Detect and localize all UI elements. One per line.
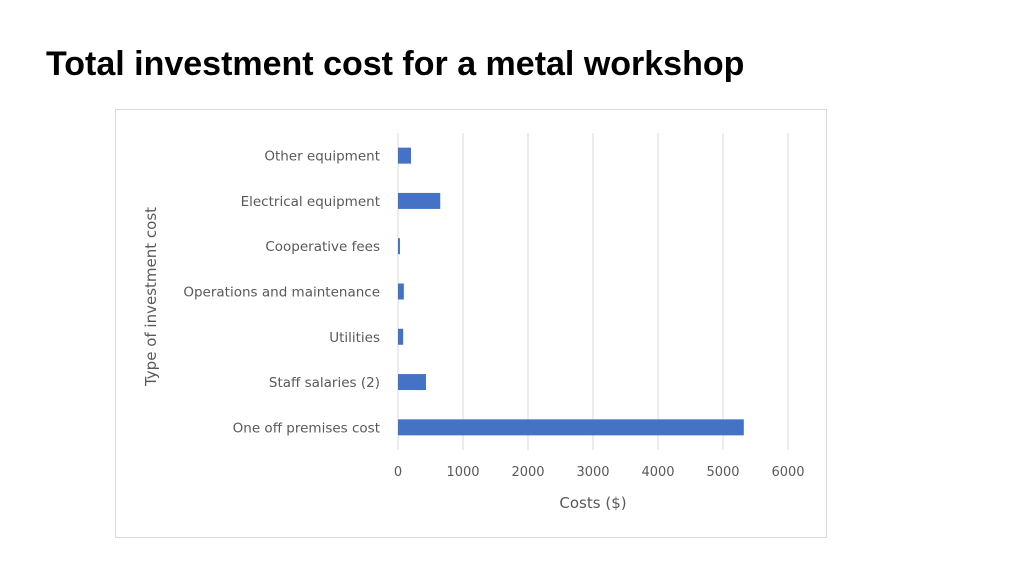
category-label: Other equipment	[264, 149, 380, 165]
category-label: Operations and maintenance	[183, 285, 380, 301]
category-label: Electrical equipment	[241, 194, 380, 210]
gridlines	[397, 133, 789, 450]
x-tick-labels: 0 1000 2000 3000 4000 5000 6000	[394, 465, 805, 480]
bar	[398, 328, 404, 345]
bar-chart: Other equipment Electrical equipment Coope…	[142, 133, 805, 512]
y-axis-title: Type of investment cost	[142, 207, 160, 387]
x-tick-label: 0	[394, 465, 402, 480]
bar	[398, 283, 404, 300]
slide-title: Total investment cost for a metal worksh…	[46, 45, 745, 83]
x-tick-label: 3000	[576, 465, 609, 480]
bar	[398, 238, 400, 255]
bar	[398, 192, 441, 209]
category-label: Staff salaries (2)	[269, 375, 380, 391]
x-tick-label: 5000	[706, 465, 739, 480]
bar	[398, 147, 411, 164]
x-tick-label: 4000	[641, 465, 674, 480]
category-label: One off premises cost	[233, 420, 380, 436]
category-label: Utilities	[329, 330, 380, 346]
bar	[398, 419, 744, 436]
x-tick-label: 1000	[446, 465, 479, 480]
category-labels: Other equipment Electrical equipment Coope…	[183, 149, 380, 437]
bars	[398, 147, 744, 436]
x-tick-label: 2000	[511, 465, 544, 480]
bar	[398, 374, 426, 391]
category-label: Cooperative fees	[265, 239, 380, 255]
chart-frame: Other equipment Electrical equipment Coope…	[115, 109, 827, 538]
x-tick-label: 6000	[771, 465, 804, 480]
x-axis-title: Costs ($)	[559, 494, 626, 512]
